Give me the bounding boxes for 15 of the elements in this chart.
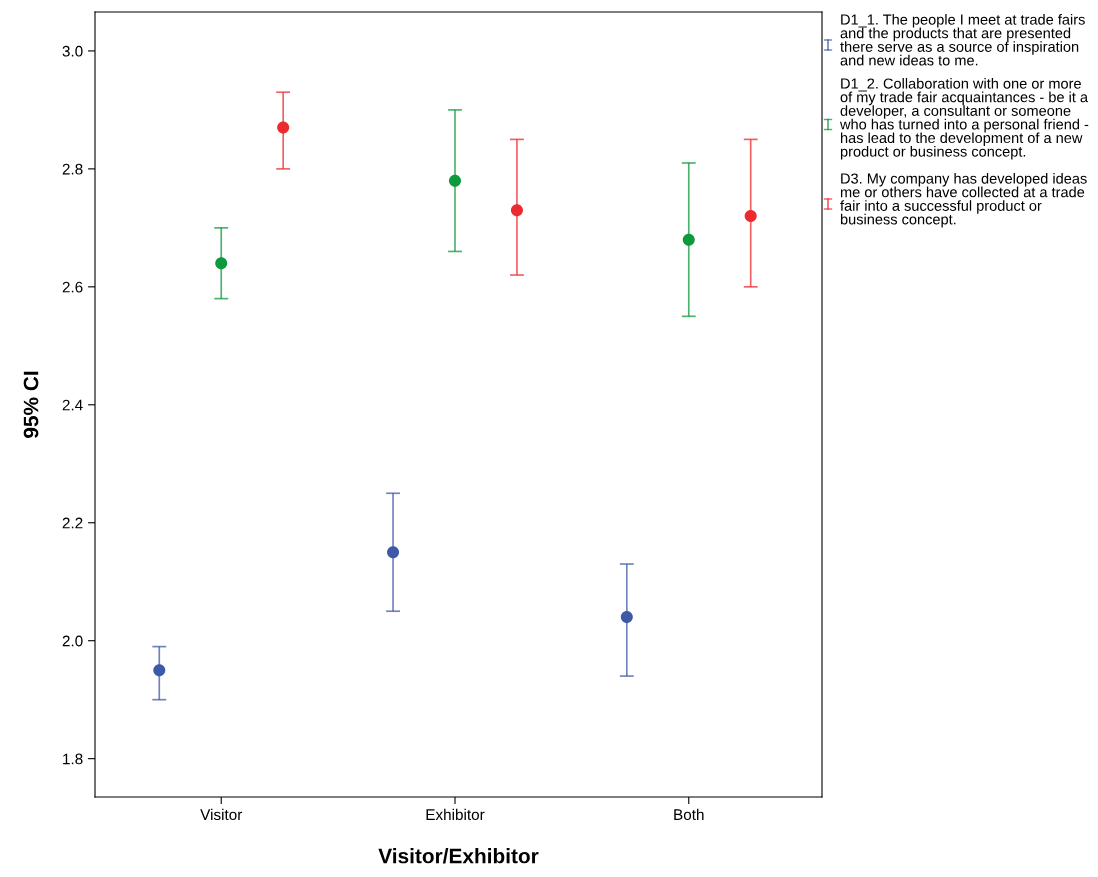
y-tick-label: 2.4 [62, 399, 83, 411]
x-tick-label: Exhibitor [426, 808, 485, 821]
y-axis-title: 95% CI [23, 371, 39, 438]
x-axis-title: Visitor/Exhibitor [378, 848, 539, 864]
legend-label: D1_2. Collaboration with one or more of my trade fair acquaintances - be it a developer, a consultant or someone who has turned into a personal friend - has lead to the development of a new product or business concept. [839, 78, 1089, 160]
legend-label: D1_1. The people I meet at trade fairs and the products that are presented there serve as a source of inspiration and new ideas to me. [840, 14, 1085, 66]
y-tick-label: 2.2 [62, 517, 83, 529]
y-tick-label: 1.8 [63, 753, 83, 765]
y-tick-label: 2.0 [62, 635, 83, 647]
x-tick-label: Visitor [200, 808, 243, 821]
y-tick-label: 2.8 [62, 163, 83, 175]
y-tick-label: 3.0 [62, 45, 83, 57]
x-tick-label: Both [674, 808, 704, 821]
legend-label: D3. My company has developed ideas me or others have collected at a trade fair into a successful product or business concept. [840, 173, 1087, 228]
y-tick-label: 2.6 [62, 281, 83, 293]
